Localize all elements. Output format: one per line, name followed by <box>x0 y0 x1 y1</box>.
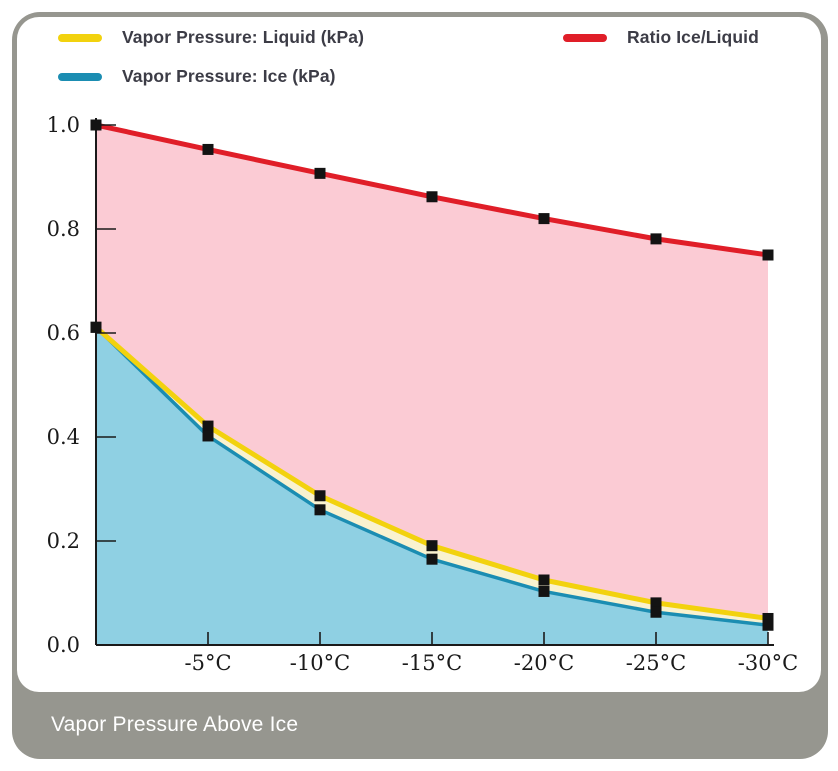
legend-item-liquid: Vapor Pressure: Liquid (kPa) <box>58 27 364 48</box>
y-tick-label: 0.4 <box>47 425 80 449</box>
marker-ratio <box>314 167 326 179</box>
marker-ice <box>202 430 214 442</box>
marker-ratio <box>426 191 438 203</box>
legend-swatch-ice <box>58 72 102 81</box>
marker-ratio <box>202 143 214 155</box>
legend-label-ratio: Ratio Ice/Liquid <box>627 27 759 47</box>
marker-ice <box>538 585 550 597</box>
x-tick-label: -10°C <box>290 651 350 675</box>
legend-swatch-liquid <box>58 33 102 42</box>
legend-label-ice: Vapor Pressure: Ice (kPa) <box>122 66 336 86</box>
marker-ice <box>426 553 438 565</box>
x-tick-label: -30°C <box>738 651 798 675</box>
x-tick-label: -5°C <box>184 651 231 675</box>
y-tick-label: 0.8 <box>47 217 80 241</box>
y-tick-label: 0.2 <box>47 529 80 553</box>
legend-swatch-ratio <box>563 33 607 42</box>
marker-liquid <box>202 420 214 432</box>
x-tick-label: -20°C <box>514 651 574 675</box>
x-tick-label: -15°C <box>402 651 462 675</box>
legend-item-ratio: Ratio Ice/Liquid <box>563 27 759 48</box>
chart-caption: Vapor Pressure Above Ice <box>51 713 299 736</box>
fill-ice-baseline <box>96 327 768 645</box>
marker-liquid <box>650 597 662 609</box>
y-tick-label: 0.6 <box>47 321 80 345</box>
marker-liquid <box>762 612 774 624</box>
legend-label-liquid: Vapor Pressure: Liquid (kPa) <box>122 27 365 47</box>
legend-item-ice: Vapor Pressure: Ice (kPa) <box>58 66 336 87</box>
marker-ice <box>762 619 774 631</box>
marker-ratio <box>650 233 662 245</box>
fill-ratio-liquid <box>96 125 768 619</box>
marker-ice <box>90 321 102 333</box>
marker-ratio <box>538 213 550 225</box>
marker-liquid <box>426 540 438 552</box>
y-tick-label: 1.0 <box>47 113 80 137</box>
marker-liquid <box>538 574 550 586</box>
marker-ratio <box>762 249 774 261</box>
x-tick-label: -25°C <box>626 651 686 675</box>
marker-ice <box>650 606 662 618</box>
y-tick-label: 0.0 <box>47 633 80 657</box>
marker-liquid <box>314 490 326 502</box>
marker-ratio <box>90 119 102 131</box>
marker-ice <box>314 504 326 516</box>
